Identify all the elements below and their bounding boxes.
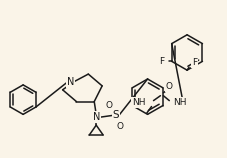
Text: O: O [106, 101, 113, 110]
Text: NH: NH [132, 98, 146, 107]
Text: S: S [113, 110, 119, 120]
Text: O: O [166, 82, 173, 91]
Text: O: O [116, 122, 123, 131]
Text: NH: NH [173, 98, 187, 107]
Text: N: N [93, 112, 100, 122]
Text: N: N [67, 77, 74, 87]
Text: F: F [159, 57, 164, 66]
Text: F: F [192, 58, 197, 67]
